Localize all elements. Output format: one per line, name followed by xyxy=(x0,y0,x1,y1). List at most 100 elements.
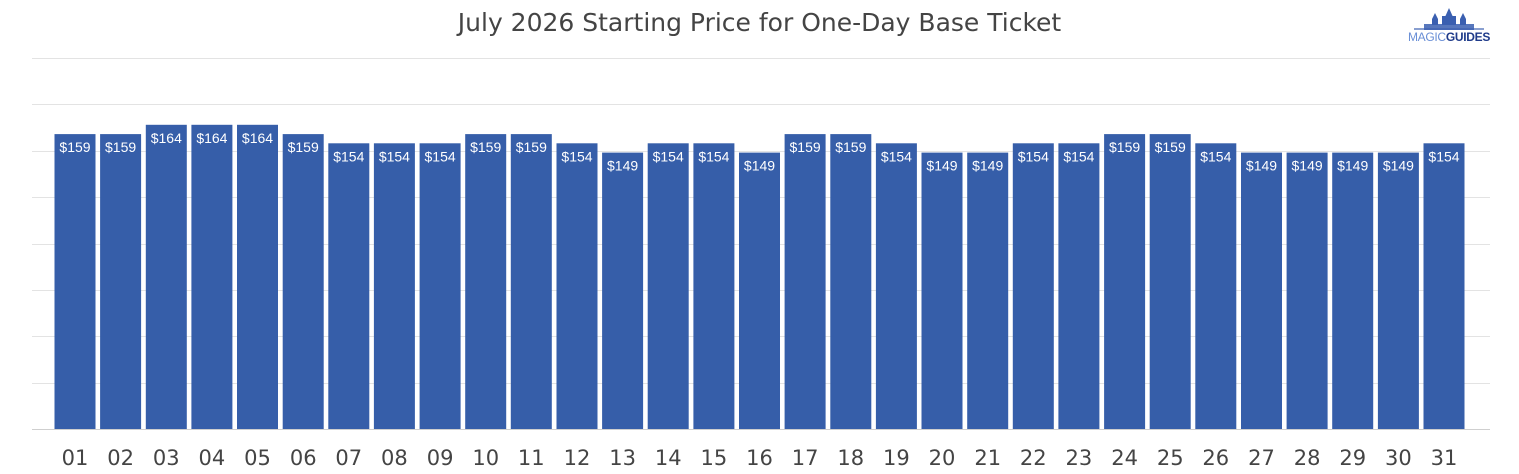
bar xyxy=(373,143,415,430)
x-tick-label: 31 xyxy=(1431,446,1458,470)
bars xyxy=(54,124,1465,430)
bar xyxy=(967,152,1009,429)
bar xyxy=(784,134,826,429)
bar-value-label: $154 xyxy=(653,148,684,164)
x-tick-label: 19 xyxy=(883,446,910,470)
bar-value-label: $154 xyxy=(881,148,912,164)
bar xyxy=(1332,152,1374,429)
bar xyxy=(145,124,187,430)
x-tick-label: 20 xyxy=(929,446,956,470)
bar xyxy=(830,134,872,429)
x-tick-label: 11 xyxy=(518,446,545,470)
x-tick-label: 16 xyxy=(746,446,773,470)
bar-value-label: $154 xyxy=(1063,148,1094,164)
bar xyxy=(100,134,142,429)
bar-value-label: $164 xyxy=(151,130,182,146)
bar-value-label: $154 xyxy=(425,148,456,164)
bar xyxy=(1195,143,1237,430)
bar-value-label: $159 xyxy=(790,139,821,155)
bar xyxy=(1286,152,1328,429)
x-tick-label: 14 xyxy=(655,446,682,470)
x-tick-label: 28 xyxy=(1294,446,1321,470)
bar-value-label: $154 xyxy=(1018,148,1049,164)
x-tick-label: 15 xyxy=(701,446,728,470)
bar xyxy=(875,143,917,430)
bar xyxy=(54,134,96,429)
bar xyxy=(1377,152,1419,429)
x-tick-label: 07 xyxy=(335,446,362,470)
bar-value-label: $159 xyxy=(288,139,319,155)
bar xyxy=(237,124,278,430)
logo-text-magic: MAGIC xyxy=(1407,30,1446,44)
bar-value-label: $159 xyxy=(1155,139,1186,155)
bar xyxy=(1104,134,1146,429)
x-tick-label: 23 xyxy=(1066,446,1093,470)
x-tick-label: 02 xyxy=(107,446,134,470)
x-tick-label: 06 xyxy=(290,446,317,470)
bar xyxy=(556,143,598,430)
bar-value-label: $149 xyxy=(607,158,638,174)
x-tick-label: 09 xyxy=(427,446,454,470)
x-tick-label: 27 xyxy=(1248,446,1275,470)
bar xyxy=(465,134,507,429)
x-tick-label: 25 xyxy=(1157,446,1184,470)
bar-value-label: $164 xyxy=(242,130,273,146)
data-labels: $159 $159 $164 $164 $164 $159 $154 $154 $154 $159… xyxy=(59,130,1459,174)
chart-title: July 2026 Starting Price for One-Day Bas… xyxy=(457,8,1062,37)
x-tick-label: 10 xyxy=(472,446,499,470)
bar xyxy=(1149,134,1191,429)
x-tick-label: 13 xyxy=(609,446,636,470)
x-tick-label: 22 xyxy=(1020,446,1047,470)
x-tick-label: 29 xyxy=(1339,446,1366,470)
bar-value-label: $154 xyxy=(1200,148,1231,164)
bar-value-label: $149 xyxy=(744,158,775,174)
x-tick-label: 12 xyxy=(564,446,591,470)
x-tick-label: 21 xyxy=(974,446,1001,470)
bar xyxy=(921,152,963,429)
magicguides-logo: MAGICGUIDES xyxy=(1404,8,1494,48)
x-tick-label: 04 xyxy=(199,446,226,470)
bar-value-label: $149 xyxy=(1383,158,1414,174)
bar-value-label: $159 xyxy=(470,139,501,155)
bar xyxy=(191,124,233,430)
x-tick-label: 08 xyxy=(381,446,408,470)
bar-value-label: $149 xyxy=(972,158,1003,174)
x-tick-label: 30 xyxy=(1385,446,1412,470)
bar-value-label: $164 xyxy=(196,130,227,146)
castle-icon xyxy=(1414,8,1484,30)
bar xyxy=(1058,143,1100,430)
bar xyxy=(693,143,735,430)
bar xyxy=(328,143,370,430)
bar-value-label: $159 xyxy=(59,139,90,155)
x-tick-label: 05 xyxy=(244,446,271,470)
x-tick-label: 17 xyxy=(792,446,819,470)
x-tick-labels: 01 02 03 04 05 06 07 08 09 10 11 12 13 14 15 16 17 18 19 20… xyxy=(62,446,1458,470)
bar-value-label: $149 xyxy=(1292,158,1323,174)
bar-value-label: $159 xyxy=(516,139,547,155)
bar-value-label: $154 xyxy=(561,148,592,164)
x-tick-label: 03 xyxy=(153,446,180,470)
logo-text-guides: GUIDES xyxy=(1445,30,1491,44)
x-tick-label: 18 xyxy=(837,446,864,470)
bar xyxy=(510,134,552,429)
x-tick-label: 26 xyxy=(1202,446,1229,470)
bar xyxy=(1012,143,1054,430)
bar-value-label: $159 xyxy=(835,139,866,155)
bar-value-label: $154 xyxy=(698,148,729,164)
bar-value-label: $154 xyxy=(379,148,410,164)
bar-value-label: $159 xyxy=(105,139,136,155)
bar xyxy=(602,152,644,429)
bar-value-label: $149 xyxy=(926,158,957,174)
bar xyxy=(419,143,461,430)
bar xyxy=(1423,143,1465,430)
bar-value-label: $154 xyxy=(1428,148,1459,164)
bar-value-label: $149 xyxy=(1246,158,1277,174)
bar xyxy=(647,143,689,430)
bar xyxy=(739,152,780,429)
bar xyxy=(1241,152,1282,429)
x-tick-label: 24 xyxy=(1111,446,1138,470)
bar-value-label: $154 xyxy=(333,148,364,164)
bar xyxy=(282,134,324,429)
bar-value-label: $159 xyxy=(1109,139,1140,155)
